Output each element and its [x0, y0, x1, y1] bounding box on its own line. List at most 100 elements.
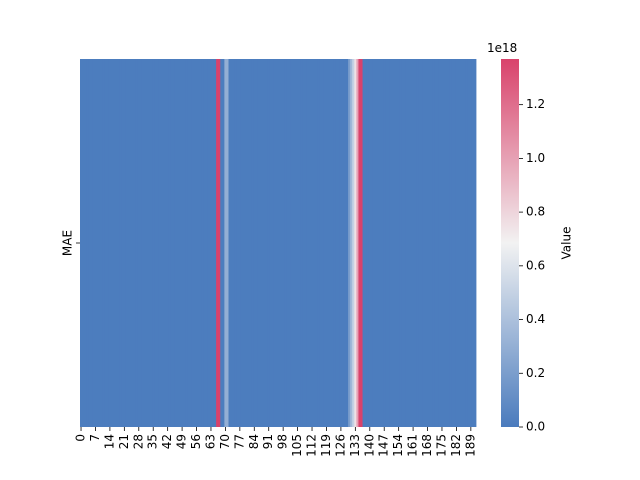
cell: [94, 59, 97, 427]
cell: [193, 59, 196, 427]
x-tick-label: 98: [276, 434, 290, 449]
cell: [372, 59, 376, 427]
cell: [432, 59, 436, 427]
cell: [137, 59, 141, 427]
cell: [341, 59, 345, 427]
cell: [393, 59, 396, 427]
cell: [110, 59, 114, 427]
cell: [389, 59, 392, 427]
colorbar-tick-label: 0.4: [526, 312, 545, 326]
cell: [451, 59, 454, 427]
cell: [331, 59, 335, 427]
cell: [96, 59, 99, 427]
cell: [113, 59, 116, 427]
cell: [106, 59, 110, 427]
cell: [306, 59, 310, 427]
cell: [236, 59, 240, 427]
cell: [179, 59, 182, 427]
cell: [203, 59, 207, 427]
x-tick-label: 42: [160, 434, 174, 449]
cell: [292, 59, 295, 427]
cell: [197, 59, 201, 427]
cell: [141, 59, 145, 427]
cell: [335, 59, 339, 427]
cell: [162, 59, 165, 427]
cell: [176, 59, 180, 427]
x-tick-label: 63: [203, 434, 217, 449]
cell: [323, 59, 326, 427]
cell: [125, 59, 128, 427]
cell: [117, 59, 120, 427]
cell: [457, 59, 460, 427]
cell: [123, 59, 126, 427]
cell: [172, 59, 176, 427]
cell: [350, 59, 353, 427]
cell: [445, 59, 448, 427]
cell: [170, 59, 174, 427]
cell: [346, 59, 349, 427]
x-tick-label: 91: [261, 434, 275, 449]
cell: [152, 59, 155, 427]
cell: [259, 59, 262, 427]
cell: [164, 59, 168, 427]
cell: [133, 59, 137, 427]
cell: [440, 59, 444, 427]
cell: [471, 59, 475, 427]
cell: [385, 59, 388, 427]
cell: [313, 59, 316, 427]
cell: [426, 59, 429, 427]
cell: [269, 59, 273, 427]
cell: [381, 59, 384, 427]
cell: [275, 59, 279, 427]
cell: [84, 59, 87, 427]
cell: [356, 59, 359, 427]
cell: [265, 59, 269, 427]
cell: [368, 59, 372, 427]
cell: [143, 59, 147, 427]
cell: [463, 59, 467, 427]
cell: [344, 59, 347, 427]
cell: [100, 59, 104, 427]
cell: [226, 59, 229, 427]
cell: [240, 59, 244, 427]
cell: [403, 59, 407, 427]
cell: [453, 59, 456, 427]
cell: [339, 59, 343, 427]
cell: [98, 59, 102, 427]
cell: [201, 59, 205, 427]
x-tick-label: 189: [463, 434, 477, 457]
cell: [195, 59, 198, 427]
cell: [407, 59, 411, 427]
cell: [360, 59, 363, 427]
cell: [428, 59, 432, 427]
cell: [352, 59, 355, 427]
cell: [257, 59, 260, 427]
cell: [282, 59, 285, 427]
cell: [420, 59, 423, 427]
x-tick-label: 182: [449, 434, 463, 457]
cell: [115, 59, 118, 427]
cell: [249, 59, 252, 427]
colorbar: [501, 59, 519, 427]
colorbar-tick-label: 0.0: [526, 420, 545, 434]
x-tick-label: 140: [362, 434, 376, 457]
cell: [209, 59, 213, 427]
cell: [234, 59, 238, 427]
x-tick-label: 70: [218, 434, 232, 449]
cell: [311, 59, 314, 427]
cell: [348, 59, 351, 427]
cell: [88, 59, 91, 427]
cell: [473, 59, 477, 427]
cell: [395, 59, 399, 427]
cell: [261, 59, 264, 427]
cell: [191, 59, 194, 427]
cell: [296, 59, 300, 427]
cell: [146, 59, 149, 427]
colorbar-tick-label: 1.0: [526, 151, 545, 165]
x-tick-label: 77: [232, 434, 246, 449]
cell: [412, 59, 415, 427]
cell: [131, 59, 135, 427]
cell: [387, 59, 390, 427]
cell: [327, 59, 330, 427]
cell: [447, 59, 450, 427]
